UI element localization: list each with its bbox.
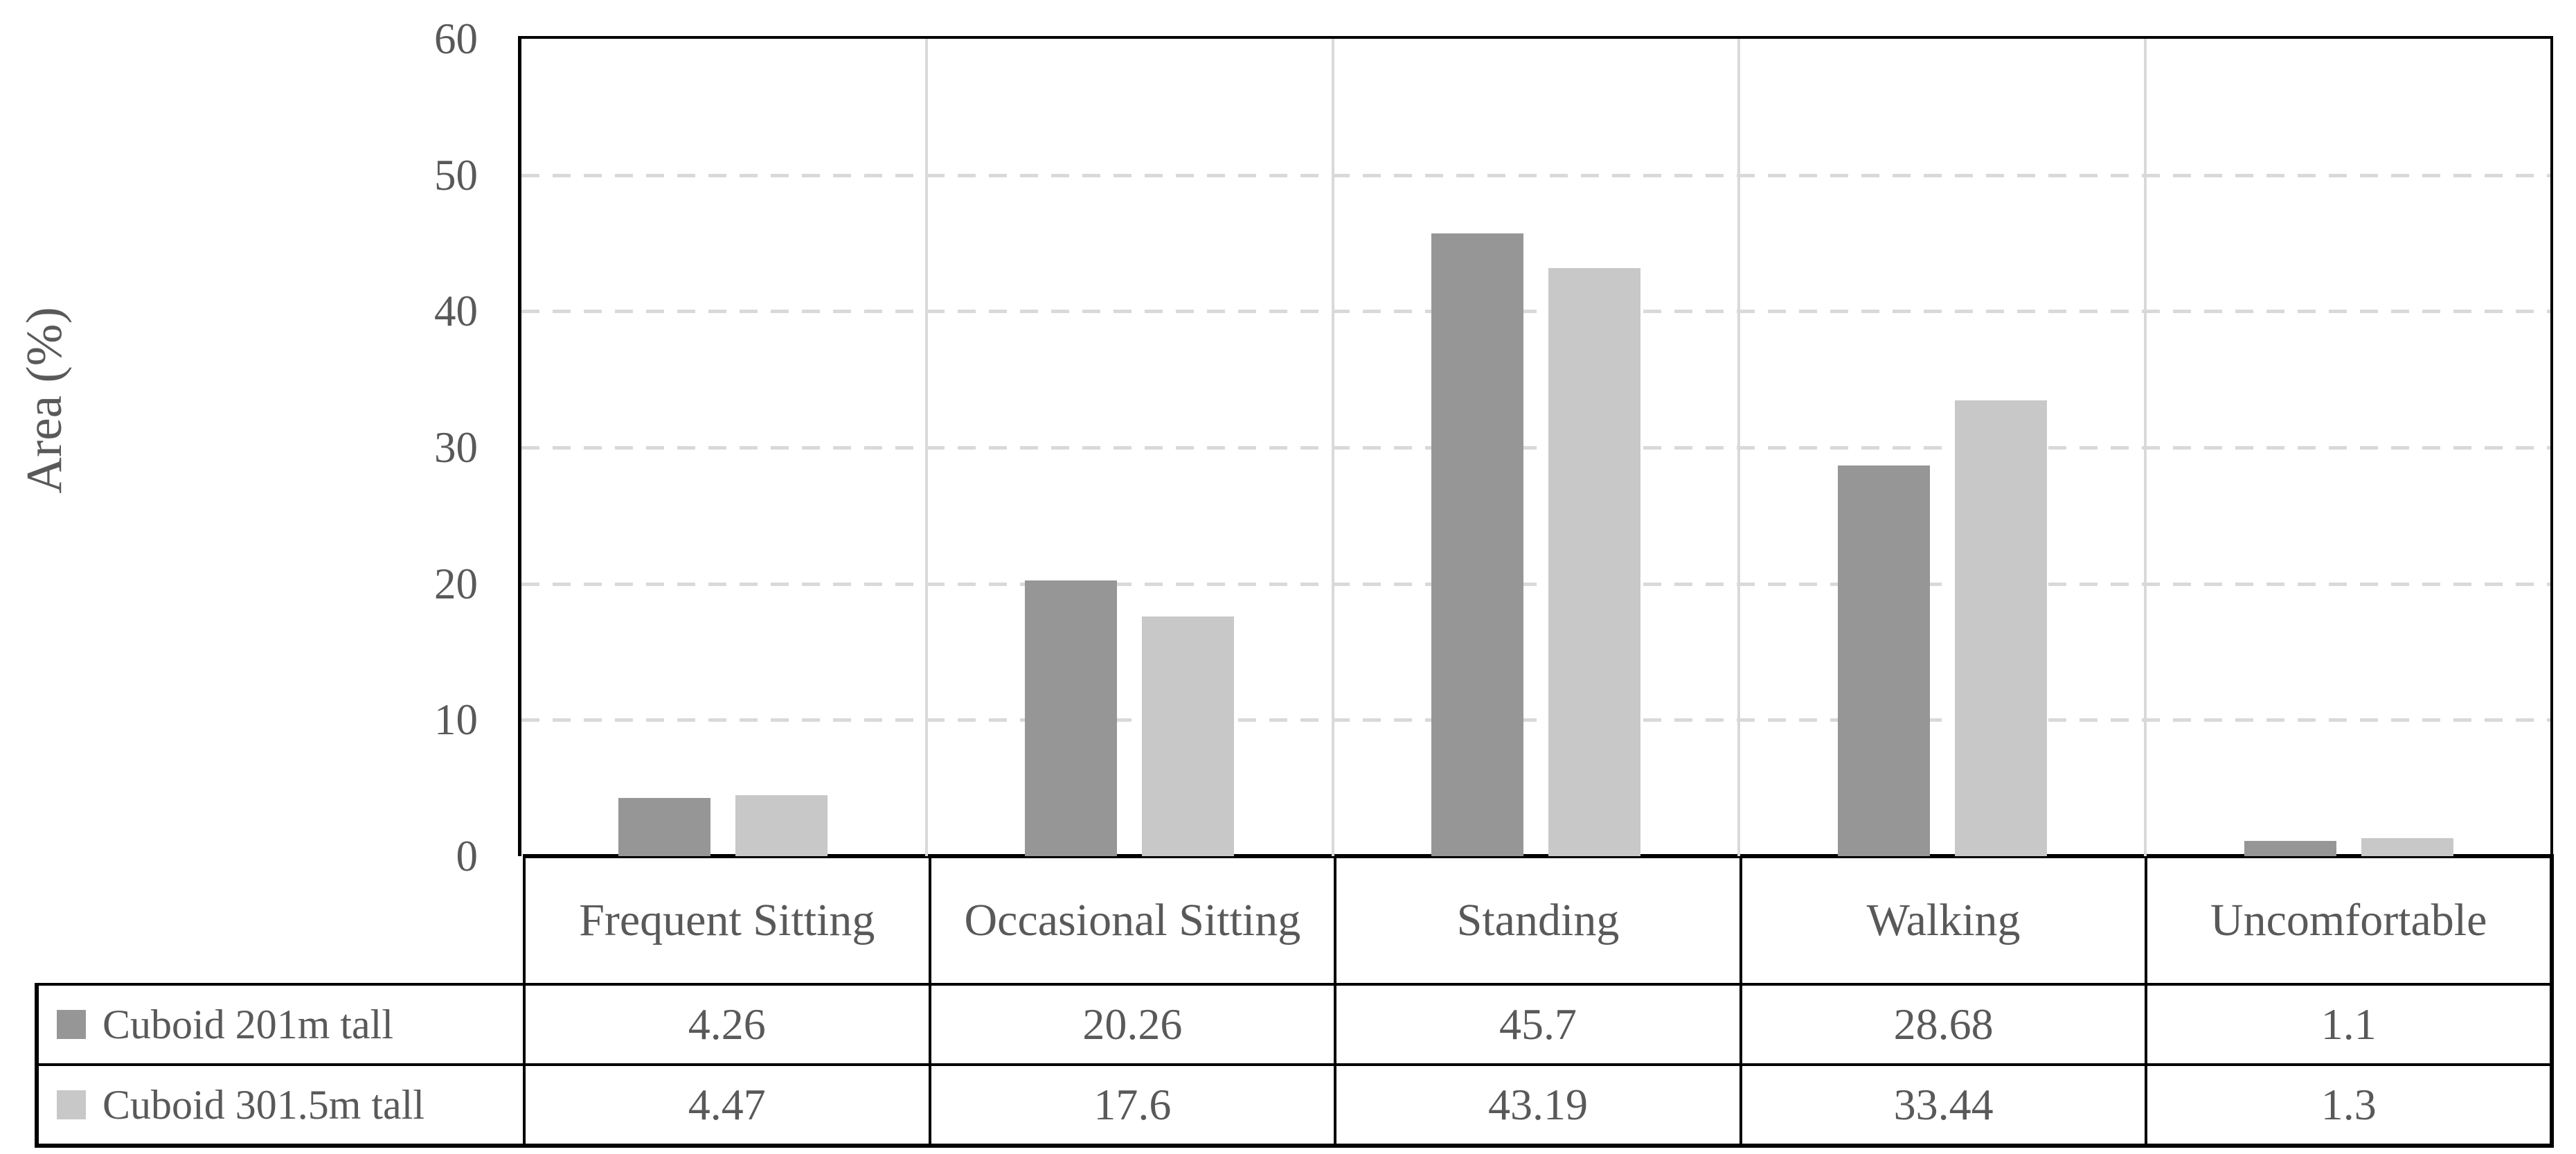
value-cell-series1-cat0: 4.47 bbox=[523, 1063, 931, 1147]
h-gridline-10 bbox=[521, 718, 2550, 722]
value-cell-series0-cat4: 1.1 bbox=[2145, 983, 2553, 1066]
category-slot-2 bbox=[1334, 39, 1741, 856]
y-tick-label: 20 bbox=[434, 559, 478, 608]
legend-swatch-icon bbox=[57, 1010, 86, 1039]
value-cell-series0-cat3: 28.68 bbox=[1739, 983, 2148, 1066]
category-slot-1 bbox=[928, 39, 1334, 856]
h-gridline-50 bbox=[521, 173, 2550, 177]
series-row-1: Cuboid 301.5m tall 4.47 17.6 43.19 33.44 1.3 bbox=[35, 1063, 2553, 1147]
h-gridline-30 bbox=[521, 446, 2550, 450]
bar-series1-cat1 bbox=[1142, 616, 1235, 856]
category-slot-0 bbox=[521, 39, 928, 856]
bar-series1-cat2 bbox=[1548, 268, 1640, 856]
y-tick-label: 30 bbox=[434, 423, 478, 472]
gridlines bbox=[521, 39, 2550, 856]
plot-area bbox=[518, 36, 2553, 856]
bar-series0-cat1 bbox=[1025, 580, 1118, 856]
value-cell-series0-cat0: 4.26 bbox=[523, 983, 931, 1066]
bar-series0-cat4 bbox=[2244, 841, 2336, 856]
category-header-cell: Uncomfortable bbox=[2145, 855, 2553, 986]
bar-series1-cat4 bbox=[2361, 838, 2453, 856]
table-corner-spacer bbox=[37, 856, 526, 986]
h-gridline-40 bbox=[521, 310, 2550, 314]
y-tick-label: 10 bbox=[434, 695, 478, 745]
bar-series1-cat3 bbox=[1954, 400, 2047, 856]
category-header-cell: Frequent Sitting bbox=[523, 855, 931, 986]
legend-series-name: Cuboid 301.5m tall bbox=[102, 1081, 424, 1128]
bar-series0-cat0 bbox=[618, 798, 711, 856]
legend-entry: Cuboid 201m tall bbox=[46, 1001, 516, 1049]
y-tick-label: 60 bbox=[434, 15, 478, 63]
bar-series0-cat2 bbox=[1431, 233, 1523, 856]
series-row-0: Cuboid 201m tall 4.26 20.26 45.7 28.68 1.1 bbox=[35, 983, 2553, 1066]
bar-slots bbox=[521, 39, 2550, 856]
value-cell-series1-cat4: 1.3 bbox=[2145, 1063, 2553, 1147]
category-header-cell: Occasional Sitting bbox=[928, 855, 1337, 986]
data-table: Frequent Sitting Occasional Sitting Standi… bbox=[35, 854, 2554, 1148]
y-tick-label: 40 bbox=[434, 287, 478, 336]
legend-cell: Cuboid 301.5m tall bbox=[35, 1063, 526, 1147]
value-cell-series0-cat2: 45.7 bbox=[1334, 983, 1742, 1066]
value-cell-series0-cat1: 20.26 bbox=[928, 983, 1337, 1066]
value-cell-series1-cat3: 33.44 bbox=[1739, 1063, 2148, 1147]
value-cell-series1-cat2: 43.19 bbox=[1334, 1063, 1742, 1147]
category-header-cell: Walking bbox=[1739, 855, 2148, 986]
legend-cell: Cuboid 201m tall bbox=[35, 983, 526, 1066]
value-cell-series1-cat1: 17.6 bbox=[928, 1063, 1337, 1147]
data-table-body: Frequent Sitting Occasional Sitting Standi… bbox=[35, 855, 2553, 1147]
bar-series0-cat3 bbox=[1837, 465, 1930, 856]
category-header-cell: Standing bbox=[1334, 855, 1742, 986]
y-axis-title: Area (%) bbox=[16, 307, 72, 494]
legend-series-name: Cuboid 201m tall bbox=[102, 1001, 393, 1047]
legend-entry: Cuboid 301.5m tall bbox=[46, 1081, 516, 1129]
bar-series1-cat0 bbox=[735, 795, 828, 856]
category-slot-3 bbox=[1740, 39, 2147, 856]
category-slot-4 bbox=[2147, 39, 2550, 856]
y-tick-label: 50 bbox=[434, 150, 478, 199]
h-gridline-20 bbox=[521, 582, 2550, 586]
legend-swatch-icon bbox=[57, 1090, 86, 1119]
